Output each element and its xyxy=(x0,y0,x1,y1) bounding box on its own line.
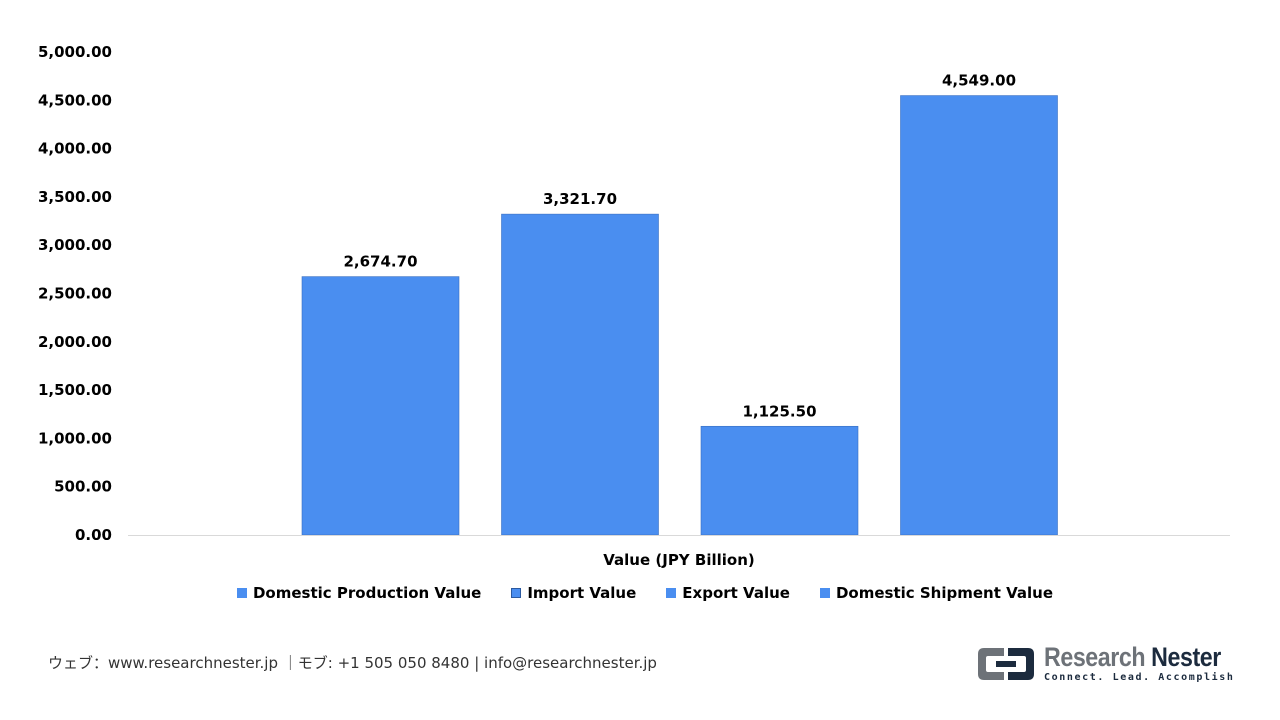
legend-label: Import Value xyxy=(527,584,637,602)
legend-swatch xyxy=(511,588,522,598)
bar-data-label: 4,549.00 xyxy=(942,72,1016,90)
chart-legend: Domestic Production Value Import Value Exp… xyxy=(0,584,1280,602)
y-tick-label: 2,500.00 xyxy=(38,285,112,303)
y-tick-label: 2,000.00 xyxy=(38,333,112,351)
bar xyxy=(700,425,859,536)
company-logo: Research Nester Connect. Lead. Accomplis… xyxy=(972,642,1235,688)
data-labels: 2,674.70 3,321.70 1,125.50 4,549.00 xyxy=(343,72,1016,421)
y-tick-label: 4,000.00 xyxy=(38,140,112,158)
bar-data-label: 3,321.70 xyxy=(543,190,617,208)
research-nester-logo-icon xyxy=(978,648,1034,680)
legend-swatch xyxy=(666,588,677,598)
bar-data-label: 2,674.70 xyxy=(343,253,417,271)
legend-item: Import Value xyxy=(511,584,636,602)
legend-item: Domestic Production Value xyxy=(236,584,482,602)
y-tick-label: 0.00 xyxy=(75,526,112,544)
y-tick-label: 1,500.00 xyxy=(38,381,112,399)
bar-chart: 0.00 500.00 1,000.00 1,500.00 2,000.00 2,500.… xyxy=(38,43,1230,569)
bar xyxy=(501,213,659,536)
y-tick-label: 5,000.00 xyxy=(38,43,112,61)
footer-contact-info: ウェブ：www.researchnester.jp ｜モブ: +1 505 05… xyxy=(48,654,657,672)
logo-name-research: Research xyxy=(1044,642,1146,672)
x-axis-title: Value (JPY Billion) xyxy=(603,551,754,569)
y-tick-label: 3,000.00 xyxy=(38,236,112,254)
legend-item: Domestic Shipment Value xyxy=(819,584,1054,602)
legend-label: Domestic Production Value xyxy=(252,584,482,602)
logo-tagline: Connect. Lead. Accomplish xyxy=(1044,672,1235,683)
y-tick-label: 500.00 xyxy=(54,478,112,496)
legend-item: Export Value xyxy=(666,584,790,602)
legend-label: Domestic Shipment Value xyxy=(835,584,1054,602)
y-tick-label: 3,500.00 xyxy=(38,188,112,206)
y-axis-ticks: 0.00 500.00 1,000.00 1,500.00 2,000.00 2,500.… xyxy=(38,43,112,544)
bar xyxy=(900,95,1058,536)
bar-data-label: 1,125.50 xyxy=(742,402,816,420)
logo-name-nester: Nester xyxy=(1151,642,1221,672)
legend-swatch xyxy=(236,588,247,598)
y-tick-label: 4,500.00 xyxy=(38,91,112,109)
bar xyxy=(301,276,460,536)
y-tick-label: 1,000.00 xyxy=(38,429,112,447)
legend-swatch xyxy=(819,588,830,598)
legend-label: Export Value xyxy=(682,584,790,602)
logo-wordmark: Research Nester xyxy=(1044,642,1221,673)
bars xyxy=(301,95,1058,536)
